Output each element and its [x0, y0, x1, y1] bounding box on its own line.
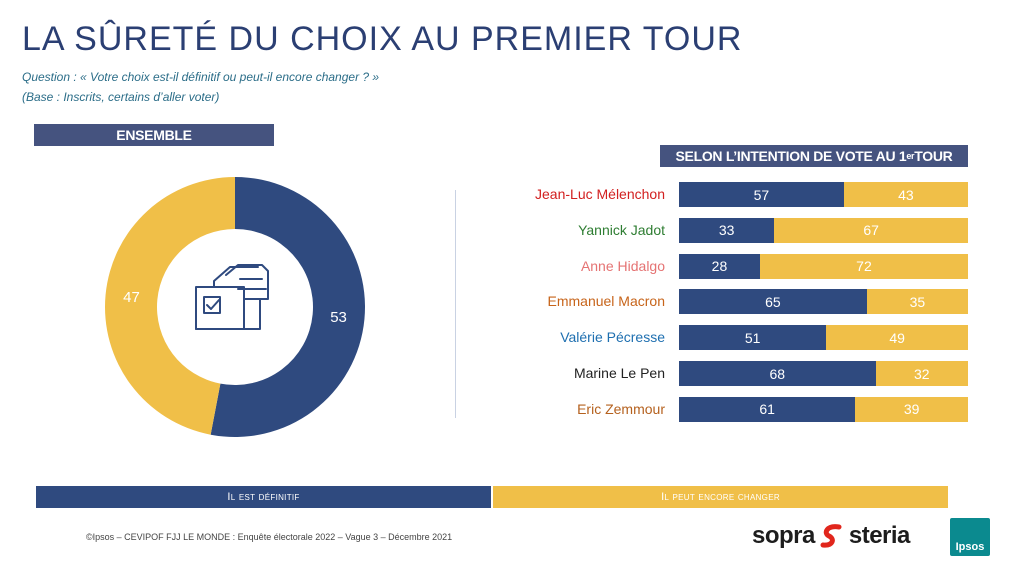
bar-segment-definitive: 61	[679, 396, 856, 422]
bar-segment-can-change: 67	[774, 217, 968, 243]
ensemble-header: ENSEMBLE	[34, 124, 274, 146]
candidate-bar: 68 32	[679, 361, 968, 386]
bar-segment-can-change: 32	[875, 361, 968, 386]
steria-text: steria	[848, 522, 911, 549]
donut-slice-definitive	[210, 177, 365, 437]
legend-can-change-label: Il peut encore changer	[661, 491, 780, 503]
bar-segment-can-change: 43	[843, 182, 968, 207]
donut-chart: 53 47	[104, 177, 365, 437]
bar-segment-can-change: 72	[759, 253, 968, 279]
bar-segment-definitive: 28	[679, 253, 760, 279]
bar-segment-definitive: 57	[679, 182, 844, 207]
bar-segment-definitive: 65	[679, 289, 867, 315]
candidate-label: Marine Le Pen	[573, 365, 665, 381]
donut-label-can-change: 47	[123, 289, 140, 306]
ballot-box-icon	[195, 264, 269, 330]
bar-segment-definitive: 51	[679, 325, 827, 351]
bar-segment-definitive: 33	[679, 217, 775, 243]
bar-segment-can-change: 35	[866, 289, 968, 315]
legend-can-change: Il peut encore changer	[493, 486, 948, 508]
candidate-bar: 65 35	[679, 289, 968, 315]
bar-segment-can-change: 39	[855, 396, 968, 422]
sopra-text: sopra	[752, 522, 815, 549]
candidate-bar: 51 49	[679, 325, 968, 351]
donut-label-definitive: 53	[330, 309, 347, 326]
question-text: Question : « Votre choix est-il définiti…	[22, 70, 380, 84]
page-title: LA SÛRETÉ DU CHOIX AU PREMIER TOUR	[22, 20, 743, 58]
vote-header-text: SELON L’INTENTION DE VOTE AU 1	[675, 148, 907, 164]
candidate-label: Valérie Pécresse	[560, 329, 665, 346]
legend-definitive-label: Il est définitif	[227, 491, 300, 503]
candidate-label: Emmanuel Macron	[547, 293, 666, 310]
ipsos-logo: Ipsos	[950, 518, 990, 556]
candidate-label: Jean-Luc Mélenchon	[535, 186, 665, 202]
panel-divider	[455, 190, 456, 418]
vote-header-sup: er	[906, 151, 915, 161]
candidate-label: Eric Zemmour	[577, 400, 665, 417]
candidate-bar: 57 43	[679, 182, 968, 207]
bar-segment-definitive: 68	[679, 361, 876, 386]
candidate-label: Anne Hidalgo	[580, 257, 665, 274]
candidate-label: Yannick Jadot	[578, 221, 665, 238]
sopra-steria-swoosh-icon	[820, 524, 842, 548]
source-footer: ©Ipsos – CEVIPOF FJJ LE MONDE : Enquête …	[86, 532, 453, 542]
candidate-bar: 33 67	[679, 217, 968, 243]
ipsos-logo-text: Ipsos	[955, 541, 985, 553]
sopra-steria-logo: sopra steria	[752, 522, 910, 550]
vote-intention-header: SELON L’INTENTION DE VOTE AU 1 er TOUR	[660, 145, 968, 167]
donut-slices: 53 47	[104, 177, 365, 437]
vote-header-suffix: TOUR	[914, 148, 953, 164]
donut-slice-can-change	[104, 177, 235, 435]
base-text: (Base : Inscrits, certains d’aller voter…	[22, 90, 220, 104]
candidate-bar: 28 72	[679, 253, 968, 279]
legend-definitive: Il est définitif	[36, 486, 491, 508]
bar-segment-can-change: 49	[826, 325, 968, 351]
candidate-bar: 61 39	[679, 396, 968, 422]
